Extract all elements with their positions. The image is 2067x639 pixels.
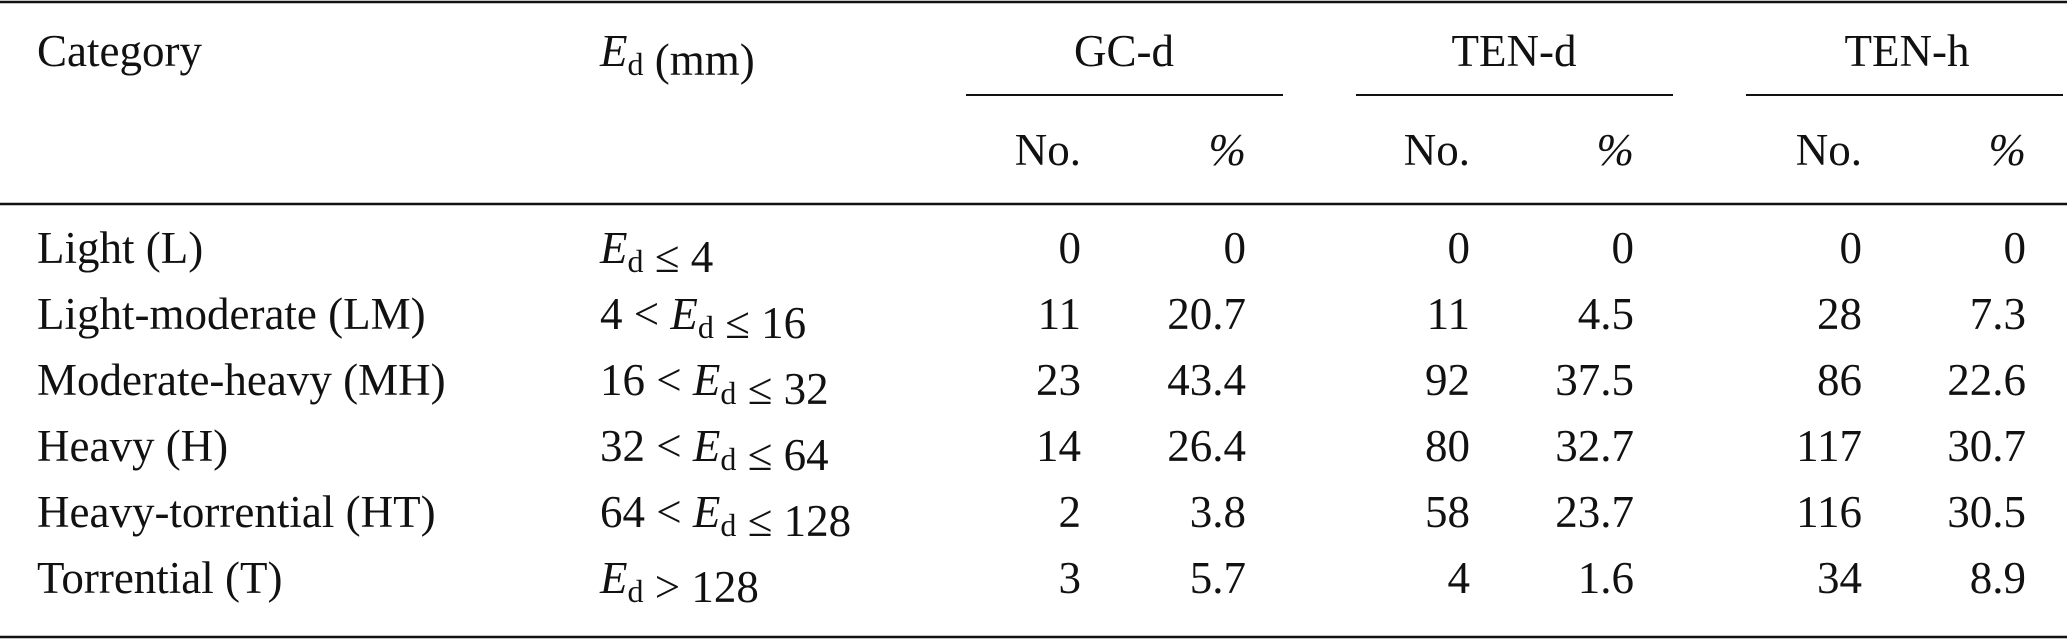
sub-header: % — [1597, 125, 1635, 175]
range-cell: Ed > 128 — [599, 553, 759, 612]
value-cell: 43.4 — [1167, 355, 1246, 405]
value-cell: 3 — [1059, 553, 1082, 603]
value-cell: 4 — [1448, 553, 1471, 603]
symbol: E — [599, 223, 628, 273]
range-cell: Ed ≤ 4 — [599, 223, 713, 282]
value-cell: 0 — [1612, 223, 1635, 273]
category-cell: Moderate-heavy (MH) — [37, 355, 446, 405]
range-upper: ≤ 4 — [655, 232, 713, 282]
value-cell: 0 — [2004, 223, 2027, 273]
subscript: d — [720, 375, 736, 411]
symbol: E — [692, 487, 721, 537]
value-cell: 34 — [1817, 553, 1862, 603]
range-lower: 32 < — [600, 421, 682, 471]
value-cell: 23.7 — [1555, 487, 1634, 537]
subscript: d — [628, 46, 644, 82]
value-cell: 30.5 — [1947, 487, 2026, 537]
value-cell: 117 — [1796, 421, 1862, 471]
value-cell: 80 — [1425, 421, 1470, 471]
range-upper: > 128 — [655, 562, 759, 612]
value-cell: 28 — [1817, 289, 1862, 339]
value-cell: 58 — [1425, 487, 1470, 537]
sub-header: % — [1989, 125, 2027, 175]
subscript: d — [720, 441, 736, 477]
range-cell: 4 < Ed ≤ 16 — [600, 289, 806, 348]
range-upper: ≤ 64 — [748, 430, 829, 480]
group-header: TEN-d — [1452, 26, 1577, 76]
value-cell: 20.7 — [1167, 289, 1246, 339]
value-cell: 0 — [1448, 223, 1471, 273]
category-cell: Light-moderate (LM) — [37, 289, 426, 339]
space — [644, 232, 655, 282]
value-cell: 14 — [1036, 421, 1081, 471]
sub-header: No. — [1404, 125, 1470, 175]
group-header: GC-d — [1074, 26, 1174, 76]
header-cell: Ed (mm) — [599, 26, 755, 85]
sub-header: % — [1209, 125, 1247, 175]
symbol: E — [599, 26, 628, 76]
category-cell: Heavy-torrential (HT) — [37, 487, 436, 537]
value-cell: 2 — [1059, 487, 1082, 537]
value-cell: 30.7 — [1947, 421, 2026, 471]
symbol: E — [692, 355, 721, 405]
space — [714, 298, 725, 348]
value-cell: 11 — [1427, 289, 1470, 339]
category-cell: Torrential (T) — [37, 553, 282, 603]
symbol: E — [669, 289, 698, 339]
group-header: TEN-h — [1845, 26, 1970, 76]
space — [682, 421, 693, 471]
value-cell: 4.5 — [1578, 289, 1634, 339]
range-upper: ≤ 128 — [748, 496, 851, 546]
value-cell: 0 — [1059, 223, 1082, 273]
subscript: d — [628, 573, 644, 609]
range-lower: 16 < — [600, 355, 682, 405]
space — [644, 35, 655, 85]
value-cell: 22.6 — [1947, 355, 2026, 405]
header-cell: Category — [37, 26, 202, 76]
value-cell: 23 — [1036, 355, 1081, 405]
sub-header: No. — [1796, 125, 1862, 175]
value-cell: 11 — [1038, 289, 1081, 339]
range-lower: 4 < — [600, 289, 659, 339]
value-cell: 116 — [1796, 487, 1862, 537]
symbol: E — [692, 421, 721, 471]
range-lower: 64 < — [600, 487, 682, 537]
subscript: d — [698, 309, 714, 345]
value-cell: 32.7 — [1555, 421, 1634, 471]
unit: (mm) — [655, 35, 755, 85]
subscript: d — [628, 243, 644, 279]
range-cell: 32 < Ed ≤ 64 — [600, 421, 829, 480]
space — [644, 562, 655, 612]
value-cell: 8.9 — [1970, 553, 2026, 603]
category-cell: Light (L) — [37, 223, 203, 273]
symbol: E — [599, 553, 628, 603]
category-cell: Heavy (H) — [37, 421, 228, 471]
value-cell: 37.5 — [1555, 355, 1634, 405]
range-cell: 16 < Ed ≤ 32 — [600, 355, 829, 414]
value-cell: 26.4 — [1167, 421, 1246, 471]
space — [682, 487, 693, 537]
space — [736, 496, 747, 546]
range-cell: 64 < Ed ≤ 128 — [600, 487, 851, 546]
value-cell: 92 — [1425, 355, 1470, 405]
range-upper: ≤ 16 — [725, 298, 806, 348]
space — [682, 355, 693, 405]
value-cell: 7.3 — [1970, 289, 2026, 339]
range-upper: ≤ 32 — [748, 364, 829, 414]
value-cell: 86 — [1817, 355, 1862, 405]
space — [736, 430, 747, 480]
subscript: d — [720, 507, 736, 543]
sub-header: No. — [1015, 125, 1081, 175]
space — [736, 364, 747, 414]
space — [659, 289, 670, 339]
value-cell: 5.7 — [1190, 553, 1246, 603]
value-cell: 0 — [1840, 223, 1863, 273]
value-cell: 0 — [1224, 223, 1247, 273]
value-cell: 3.8 — [1190, 487, 1246, 537]
value-cell: 1.6 — [1578, 553, 1634, 603]
